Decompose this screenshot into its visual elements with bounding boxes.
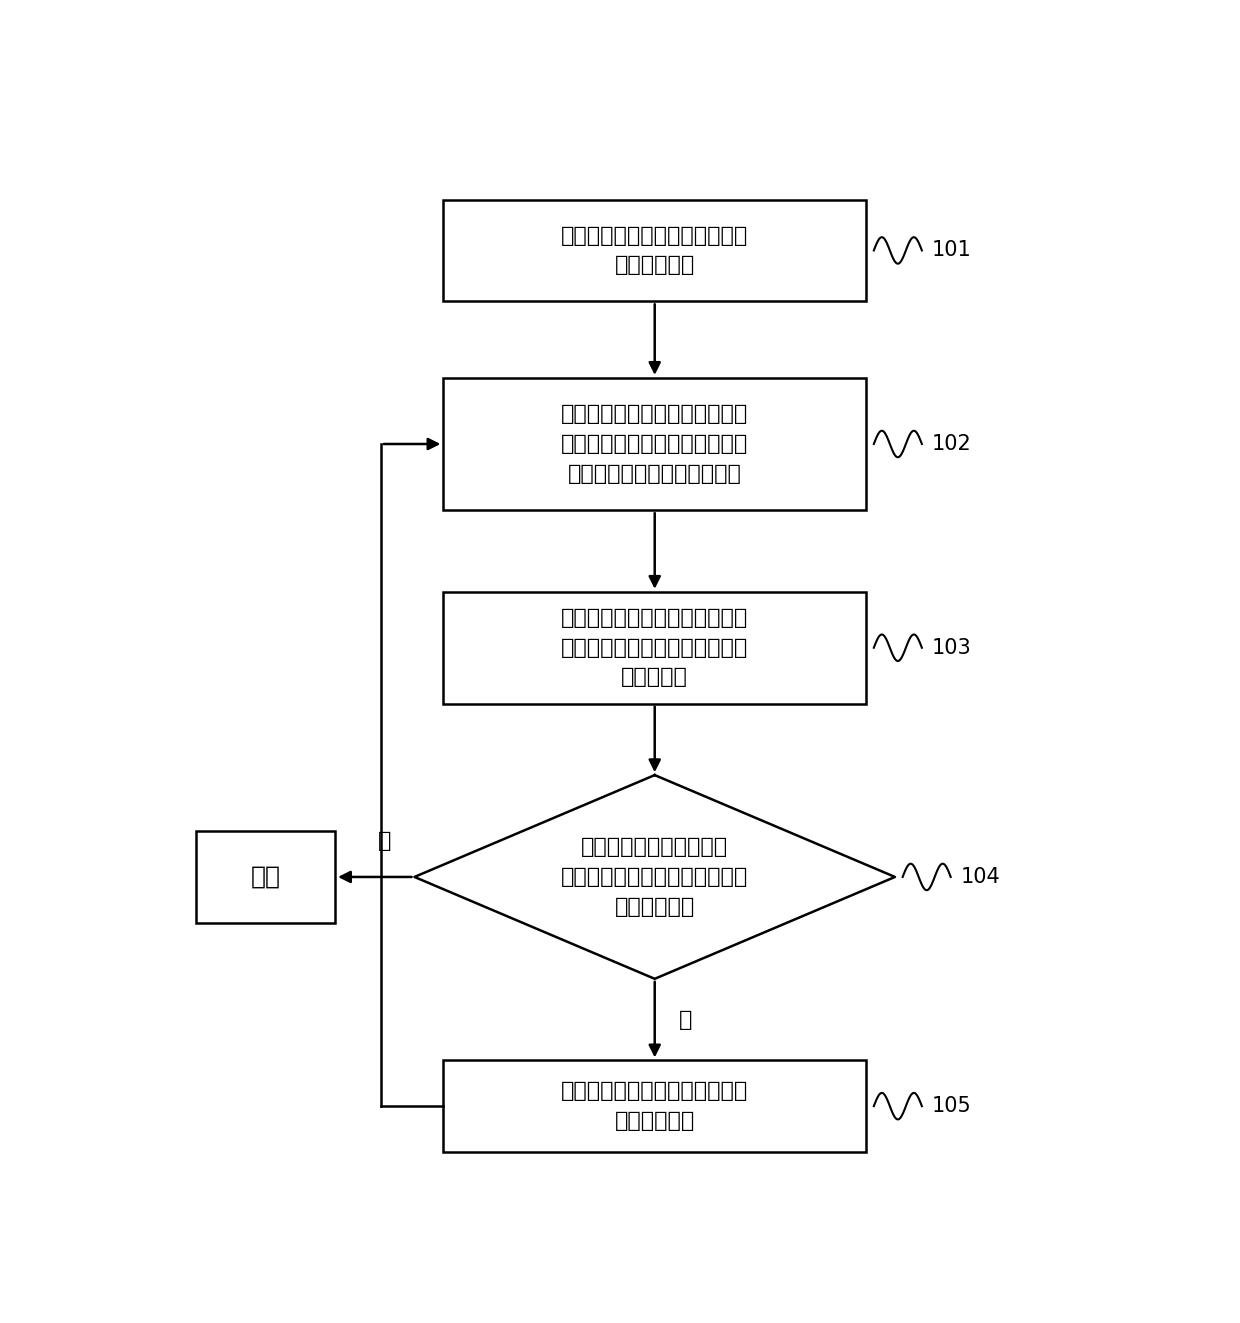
Bar xyxy=(444,1060,867,1152)
Text: 102: 102 xyxy=(931,434,971,454)
Text: 选取任一天线发射模块作为当前
天线发射模块: 选取任一天线发射模块作为当前 天线发射模块 xyxy=(560,226,749,275)
Text: 选取下一天线发射模块作为当前
天线发射模块: 选取下一天线发射模块作为当前 天线发射模块 xyxy=(560,1081,749,1131)
Text: 105: 105 xyxy=(931,1097,971,1117)
Text: 104: 104 xyxy=(960,867,1001,886)
Text: 结束: 结束 xyxy=(250,865,280,889)
Text: 是: 是 xyxy=(378,831,391,852)
Text: 101: 101 xyxy=(931,241,971,261)
Text: 控制该当前天线发射模块的泄放
单元并泄放当前天线发射模块中
的剩余能量: 控制该当前天线发射模块的泄放 单元并泄放当前天线发射模块中 的剩余能量 xyxy=(560,609,749,688)
Text: 控制当前天线发射模块对应的天
线开关以使该当前天线发射模块
发射预设频率的核磁共振信号: 控制当前天线发射模块对应的天 线开关以使该当前天线发射模块 发射预设频率的核磁共… xyxy=(560,405,749,484)
Bar xyxy=(196,831,335,923)
Text: 判断是否完成对全部天线
发射模块在该预设频率下的核磁
共振信号发射: 判断是否完成对全部天线 发射模块在该预设频率下的核磁 共振信号发射 xyxy=(560,837,749,917)
Bar xyxy=(444,378,867,511)
Text: 103: 103 xyxy=(931,638,971,658)
Text: 否: 否 xyxy=(678,1009,692,1029)
Bar xyxy=(444,591,867,704)
Bar xyxy=(444,200,867,302)
